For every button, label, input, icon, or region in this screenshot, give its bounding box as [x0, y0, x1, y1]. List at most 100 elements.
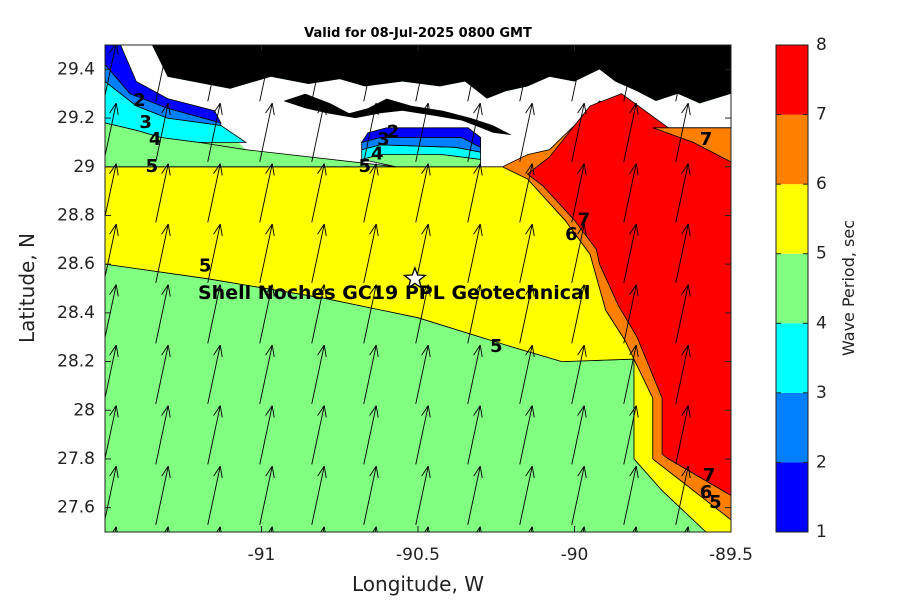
wave-arrow-82 — [571, 102, 587, 162]
wave-arrow-86 — [571, 344, 587, 404]
wave-arrow-77 — [519, 344, 535, 404]
contour-label-5: 5 — [359, 156, 372, 177]
wave-arrow-34 — [259, 465, 275, 525]
wave-arrow-42 — [311, 405, 327, 465]
wave-arrow-8 — [112, 526, 118, 532]
wave-arrow-70 — [467, 465, 483, 525]
wave-arrow-13 — [155, 284, 171, 344]
colorbar: 1 2 3 4 5 6 7 8 — [775, 35, 827, 542]
wave-arrow-44 — [320, 526, 326, 532]
wave-arrow-50 — [363, 344, 379, 404]
contour-label-3: 5 — [146, 156, 159, 177]
y-tick-label-9: 27.6 — [57, 498, 95, 518]
contour-label-13: 7 — [703, 465, 716, 486]
wave-arrow-36 — [311, 45, 327, 102]
land-mass-1 — [283, 93, 512, 136]
contour-label-12: 7 — [700, 129, 713, 150]
no-data-area-0 — [105, 45, 731, 167]
y-tick-label-8: 27.8 — [57, 449, 95, 469]
y-tick-label-1: 29.2 — [57, 108, 95, 128]
wave-arrow-15 — [155, 405, 171, 465]
wave-arrow-93 — [623, 223, 639, 283]
wave-arrow-106 — [675, 465, 691, 525]
wave-arrow-0 — [105, 45, 119, 98]
wave-arrow-69 — [467, 405, 483, 465]
wave-arrow-25 — [207, 465, 223, 525]
wave-arrow-16 — [155, 465, 171, 525]
wave-arrow-23 — [207, 344, 223, 404]
wave-arrow-19 — [207, 102, 223, 162]
land-mass-0 — [152, 45, 731, 104]
colorbar-frame — [775, 44, 809, 533]
wave-arrow-51 — [363, 405, 379, 465]
wave-arrow-5 — [105, 344, 119, 401]
wave-arrow-97 — [623, 465, 639, 525]
wave-arrow-76 — [519, 284, 535, 344]
wave-arrow-55 — [415, 102, 431, 162]
wave-arrow-12 — [155, 223, 171, 283]
wave-arrow-7 — [105, 465, 119, 522]
wave-arrow-88 — [571, 465, 587, 525]
colorbar-tick-label-6: 7 — [816, 105, 827, 125]
wave-direction-arrows — [105, 45, 691, 532]
y-tick-label-5: 28.4 — [57, 303, 95, 323]
map-plot-area[interactable] — [104, 43, 731, 586]
contour-label-10: 6 — [565, 224, 578, 245]
contour-label-11: 7 — [578, 209, 591, 230]
contour-label-2: 4 — [149, 129, 162, 150]
wave-arrow-64 — [467, 102, 483, 162]
x-tick-label-3: -89.5 — [709, 545, 753, 565]
colorbar-swatch-1 — [776, 392, 808, 463]
wave-arrow-18 — [207, 45, 223, 102]
x-axis-label: Longitude, W — [352, 572, 484, 596]
wave-arrow-52 — [363, 465, 379, 525]
star-icon[interactable] — [402, 265, 428, 290]
y-tick-label-0: 29.4 — [57, 59, 95, 79]
wave-arrow-39 — [311, 223, 327, 283]
y-tick-label-7: 28 — [73, 400, 95, 420]
colorbar-tick-label-4: 5 — [816, 244, 827, 264]
wave-arrow-4 — [105, 284, 119, 340]
wave-arrow-60 — [415, 405, 431, 465]
colorbar-swatch-0 — [776, 462, 808, 532]
wave-arrow-74 — [519, 163, 535, 223]
y-tick-label-2: 29 — [73, 157, 95, 177]
contour-label-14: 6 — [700, 482, 713, 503]
x-tick-label-2: -90 — [561, 545, 589, 565]
colorbar-swatch-3 — [776, 253, 808, 324]
wave-arrow-59 — [415, 344, 431, 404]
wave-period-contour-fill — [105, 45, 731, 532]
y-tick-label-6: 28.2 — [57, 352, 95, 372]
wave-arrow-75 — [519, 223, 535, 283]
colorbar-label: Wave Period, sec — [839, 220, 858, 356]
colorbar-tick-label-3: 4 — [816, 313, 827, 333]
wave-arrow-45 — [363, 45, 379, 102]
site-marker[interactable] — [402, 265, 428, 290]
colorbar-tick-label-7: 8 — [816, 35, 827, 55]
wave-arrow-17 — [164, 526, 170, 532]
wave-arrow-63 — [467, 45, 483, 102]
wave-arrow-84 — [571, 223, 587, 283]
wave-arrow-22 — [207, 284, 223, 344]
x-axis-ticks: -91 -90.5 -90 -89.5 — [248, 45, 753, 565]
y-tick-label-3: 28.8 — [57, 205, 95, 225]
wave-arrow-10 — [155, 102, 171, 162]
contour-label-1: 3 — [139, 112, 152, 133]
wave-arrow-54 — [415, 45, 431, 102]
wave-arrow-91 — [623, 102, 639, 162]
wave-arrow-81 — [571, 45, 587, 102]
colorbar-tick-label-0: 1 — [816, 522, 827, 542]
wave-arrow-107 — [684, 526, 690, 532]
y-tick-label-4: 28.6 — [57, 254, 95, 274]
contour-region-1-2-7 — [105, 45, 222, 124]
wave-arrow-100 — [675, 102, 691, 162]
y-axis-label: Latitude, N — [15, 233, 39, 343]
wave-arrow-67 — [467, 284, 483, 344]
wave-arrow-87 — [571, 405, 587, 465]
colorbar-swatch-6 — [776, 45, 808, 115]
chart-title: Valid for 08-Jul-2025 0800 GMT — [304, 26, 532, 41]
wave-arrow-21 — [207, 223, 223, 283]
contour-label-9: 5 — [490, 336, 503, 357]
